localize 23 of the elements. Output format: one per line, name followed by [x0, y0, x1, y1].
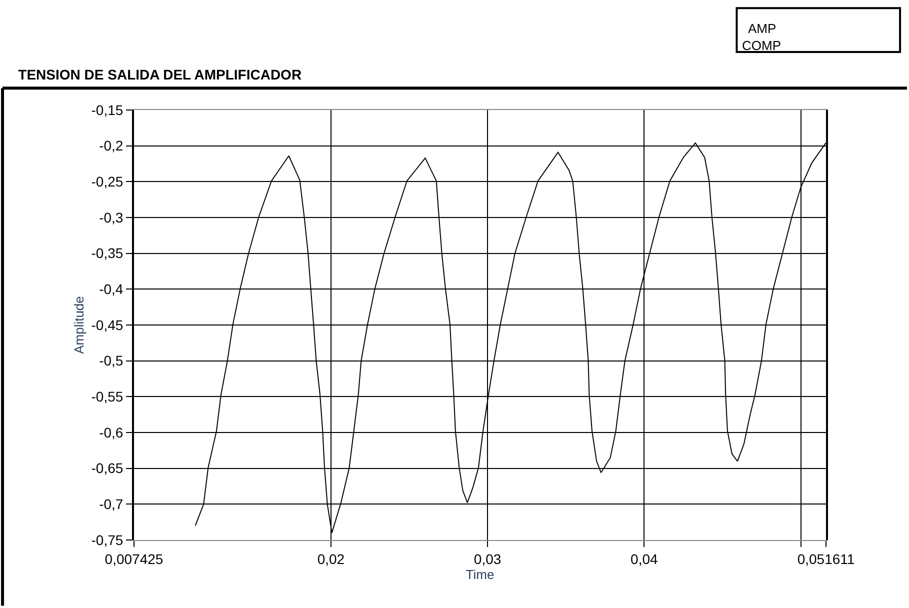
y-tick-label: -0,35 [91, 245, 124, 262]
x-axis-title: Time [466, 566, 494, 582]
y-tick-label: -0,65 [91, 460, 124, 476]
text: COMP [742, 38, 781, 53]
y-tick-label: -0,75 [91, 532, 124, 548]
y-tick-label: -0,7 [99, 496, 124, 512]
chart-title: TENSION DE SALIDA DEL AMPLIFICADOR [18, 66, 302, 83]
y-tick-label: -0,45 [91, 316, 124, 333]
y-tick-label: -0,25 [91, 174, 124, 190]
y-tick-label: -0,15 [91, 102, 124, 118]
x-tick-label: 0,02 [317, 550, 345, 567]
y-tick-label: -0,5 [99, 352, 124, 369]
y-tick-label: -0,3 [99, 209, 124, 226]
x-tick-label: 0,04 [630, 550, 658, 567]
x-tick-label: 0,007425 [104, 550, 164, 567]
y-tick-label: -0,2 [99, 138, 124, 154]
y-tick-label: -0,55 [91, 388, 124, 405]
x-tick-label: 0,03 [474, 550, 502, 567]
y-axis-title: Amplitude [72, 296, 87, 354]
y-tick-label: -0,6 [99, 424, 124, 440]
text: AMP [748, 21, 776, 36]
y-tick-label: -0,4 [99, 281, 124, 298]
x-tick-label: 0,051611 [797, 550, 855, 567]
